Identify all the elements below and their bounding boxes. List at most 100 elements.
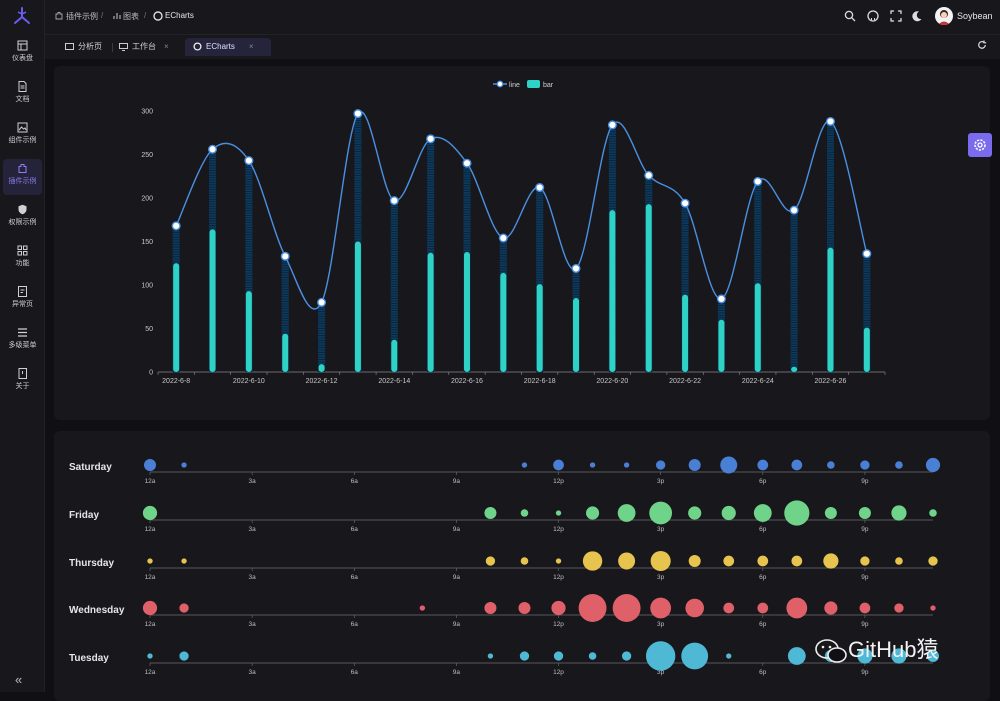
sidebar-item-label: 关于 — [15, 383, 30, 390]
bubble — [181, 462, 187, 468]
bar — [245, 291, 252, 372]
github-icon[interactable] — [867, 10, 879, 22]
y-tick-label: 200 — [141, 196, 153, 203]
hour-tick-label: 6a — [351, 478, 359, 485]
hour-tick-label: 6p — [759, 621, 767, 628]
hour-tick-label: 9p — [861, 669, 869, 676]
line-point — [644, 170, 654, 180]
line-point — [280, 251, 290, 261]
line-point — [753, 176, 763, 186]
line-point — [571, 263, 581, 273]
breadcrumb-charts[interactable]: 图表 — [123, 12, 139, 21]
sidebar-item-0[interactable]: 仪表盘 — [3, 36, 42, 72]
bubble — [723, 602, 735, 614]
fullscreen-icon[interactable] — [890, 10, 902, 22]
sidebar-item-5[interactable]: 功能 — [3, 241, 42, 277]
close-icon[interactable]: × — [248, 42, 254, 51]
hour-tick-label: 6a — [351, 526, 359, 533]
bubble — [926, 649, 940, 663]
sidebar-item-1[interactable]: 文档 — [3, 77, 42, 113]
monitor-icon — [65, 42, 74, 50]
sidebar-item-label: 多级菜单 — [8, 342, 37, 349]
bubble — [685, 598, 704, 618]
hour-tick-label: 12a — [145, 526, 156, 533]
bubble — [582, 551, 603, 571]
bubble — [551, 600, 566, 616]
bubble — [786, 597, 808, 619]
bubble — [181, 558, 187, 564]
x-tick-label: 2022-6-22 — [669, 378, 701, 385]
tab-workbench[interactable]: 工作台 × — [119, 38, 185, 56]
bar — [282, 333, 289, 372]
echarts-icon — [153, 11, 163, 21]
line-point — [498, 233, 508, 243]
app-logo[interactable] — [12, 6, 32, 26]
sidebar-item-2[interactable]: 组件示例 — [3, 118, 42, 154]
bar — [354, 241, 361, 372]
bubble — [753, 504, 772, 522]
refresh-icon[interactable] — [977, 40, 987, 50]
bar — [827, 247, 834, 372]
sidebar-item-label: 权限示例 — [8, 219, 37, 226]
sidebar-item-label: 仪表盘 — [12, 55, 33, 62]
moon-icon[interactable] — [911, 10, 923, 22]
tab-echarts[interactable]: ECharts × — [185, 38, 271, 56]
day-label: Thursday — [69, 558, 115, 569]
bar — [645, 204, 652, 372]
bubble — [555, 510, 562, 516]
bar — [173, 263, 180, 372]
x-tick-label: 2022-6-14 — [378, 378, 410, 385]
hour-tick-label: 12p — [553, 574, 564, 581]
sidebar-item-7[interactable]: 多级菜单 — [3, 323, 42, 359]
bar-line-chart: line bar 0 50 100 150 200 250 300 2022-6-8 2022-6-… — [141, 80, 886, 385]
close-icon[interactable]: × — [164, 42, 169, 51]
bar — [463, 251, 470, 372]
sidebar-item-4[interactable]: 权限示例 — [3, 200, 42, 236]
sidebar-item-8[interactable]: 关于 — [3, 364, 42, 400]
line-series — [175, 110, 868, 310]
bar — [391, 339, 398, 372]
user-name[interactable]: Soybean — [957, 11, 993, 21]
search-icon[interactable] — [844, 10, 856, 22]
bubble — [578, 594, 607, 622]
line-point — [789, 205, 799, 215]
bubble — [895, 557, 903, 565]
hour-tick-label: 3a — [249, 574, 257, 581]
settings-button[interactable] — [968, 133, 992, 157]
tab-analysis[interactable]: 分析页 — [65, 38, 110, 56]
bar — [573, 298, 580, 372]
bubble — [485, 556, 496, 566]
day-label: Saturday — [69, 462, 112, 473]
bubble — [589, 462, 596, 468]
breadcrumb-plugins[interactable]: 插件示例 — [66, 12, 98, 21]
grid-icon — [17, 245, 28, 256]
user-avatar[interactable] — [935, 7, 953, 25]
bar-background — [318, 302, 326, 372]
bubble — [618, 552, 636, 570]
bubble — [142, 505, 158, 521]
sidebar-item-6[interactable]: 异常页 — [3, 282, 42, 318]
bubble — [484, 506, 497, 520]
bubble — [147, 558, 153, 564]
bubble — [617, 504, 636, 522]
bubble — [720, 456, 738, 474]
bubble — [688, 554, 701, 568]
bubble — [894, 603, 904, 613]
bar-background — [245, 160, 253, 372]
tab-divider — [112, 43, 113, 52]
shield-icon — [18, 204, 27, 215]
bubble — [860, 556, 870, 566]
legend-label-line: line — [509, 82, 520, 89]
sidebar: 仪表盘文档组件示例插件示例权限示例功能异常页多级菜单关于 « — [0, 0, 45, 692]
sidebar-item-3[interactable]: 插件示例 — [3, 159, 42, 195]
top-header: 插件示例 / 图表 / ECharts Soybean — [45, 0, 1000, 34]
hour-tick-label: 12p — [553, 669, 564, 676]
collapse-sidebar-button[interactable]: « — [15, 672, 23, 687]
y-tick-label: 100 — [141, 283, 153, 290]
bubble — [519, 651, 530, 661]
hour-tick-label: 6p — [759, 526, 767, 533]
bubble — [824, 506, 837, 520]
document-icon — [18, 81, 27, 92]
line-point — [389, 196, 399, 206]
x-tick-label: 2022-6-20 — [596, 378, 628, 385]
